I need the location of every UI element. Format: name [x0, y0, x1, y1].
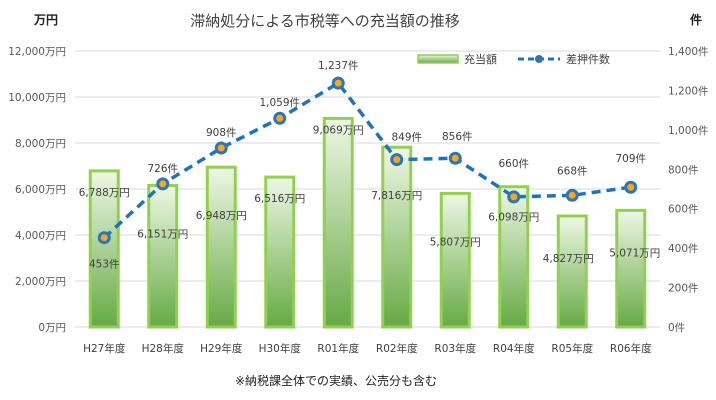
bar-data-label: 7,816万円 — [371, 190, 422, 202]
bar-data-label: 6,151万円 — [137, 229, 188, 241]
bar — [381, 145, 413, 329]
bar-data-label: 6,948万円 — [196, 210, 247, 222]
line-point — [331, 76, 345, 90]
line-point — [273, 111, 287, 125]
bar-data-label: 9,069万円 — [313, 124, 364, 136]
bar — [147, 184, 179, 329]
category-label: R05年度 — [551, 342, 593, 355]
series-line — [103, 80, 631, 239]
left-tick-label: 6,000万円 — [15, 184, 66, 196]
bar — [556, 214, 588, 329]
right-tick-label: 1,400件 — [668, 46, 709, 58]
category-label: R06年度 — [610, 342, 652, 355]
category-label: R04年度 — [493, 342, 535, 355]
line-data-label: 726件 — [147, 163, 178, 175]
bar — [498, 185, 530, 329]
bar — [205, 165, 237, 329]
line-data-label: 453件 — [89, 259, 120, 271]
bar-data-label: 5,071万円 — [609, 247, 660, 259]
line-point — [507, 190, 521, 204]
left-tick-label: 8,000万円 — [15, 138, 66, 150]
legend-swatch-bar — [417, 54, 459, 64]
category-label: R03年度 — [434, 342, 476, 355]
left-tick-label: 0万円 — [38, 322, 66, 334]
line-point — [97, 231, 111, 245]
bar — [322, 116, 354, 329]
left-axis-unit: 万円 — [33, 13, 58, 27]
category-label: R02年度 — [376, 342, 418, 355]
bar-data-label: 4,827万円 — [543, 253, 594, 265]
bar-series — [88, 116, 647, 329]
bar-data-label: 6,516万円 — [254, 193, 305, 205]
left-tick-label: 2,000万円 — [15, 276, 66, 288]
data-labels: 6,788万円 6,151万円 6,948万円 6,516万円 9,069万円 7,816… — [79, 60, 661, 271]
line-point — [214, 141, 228, 155]
line-point — [390, 153, 404, 167]
line-point — [565, 188, 579, 202]
line-data-label: 668件 — [557, 165, 588, 177]
category-label: H29年度 — [200, 342, 243, 355]
bar — [439, 191, 471, 329]
bar-data-label: 5,807万円 — [430, 236, 481, 248]
left-tick-label: 4,000万円 — [15, 230, 66, 242]
left-tick-label: 12,000万円 — [8, 46, 66, 58]
legend-marker — [535, 55, 543, 63]
category-label: H30年度 — [259, 342, 302, 355]
bar — [88, 169, 120, 329]
right-tick-label: 600件 — [668, 204, 699, 216]
chart-note: ※納税課全体での実績、公売分も含む — [235, 373, 437, 388]
chart-title: 滞納処分による市税等への充当額の推移 — [190, 12, 460, 30]
bar-data-label: 6,098万円 — [488, 212, 539, 224]
category-label: R01年度 — [317, 342, 359, 355]
right-tick-label: 0件 — [668, 322, 685, 334]
left-tick-label: 10,000万円 — [8, 92, 66, 104]
line-point — [448, 151, 462, 165]
right-tick-label: 1,000件 — [668, 125, 709, 137]
right-axis-unit: 件 — [690, 12, 702, 27]
line-data-label: 709件 — [615, 153, 646, 165]
line-data-label: 1,237件 — [318, 60, 359, 72]
right-tick-label: 400件 — [668, 243, 699, 255]
line-data-label: 908件 — [206, 127, 237, 139]
category-label: H28年度 — [142, 342, 185, 355]
category-label: H27年度 — [83, 342, 126, 355]
line-series — [97, 76, 638, 245]
legend-label-line: 差押件数 — [566, 52, 610, 66]
line-point — [624, 180, 638, 194]
category-labels: H27年度 H28年度 H29年度 H30年度 R01年度 R02年度 R03年度 R04年度… — [83, 342, 652, 355]
line-data-label: 849件 — [391, 132, 422, 144]
right-tick-label: 800件 — [668, 164, 699, 176]
right-tick-label: 1,200件 — [668, 85, 709, 97]
right-axis-ticks: 0件 200件 400件 600件 800件 1,000件 1,200件 1,400件 — [668, 46, 709, 334]
line-data-label: 856件 — [442, 131, 473, 143]
legend-label-bar: 充当額 — [464, 52, 497, 66]
line-data-label: 1,059件 — [259, 97, 300, 109]
bar — [264, 175, 296, 329]
right-tick-label: 200件 — [668, 283, 699, 295]
bar-data-label: 6,788万円 — [79, 187, 130, 199]
left-axis-ticks: 0万円 2,000万円 4,000万円 6,000万円 8,000万円 10,000万円 1… — [8, 46, 66, 334]
line-data-label: 660件 — [498, 158, 529, 170]
legend: 充当額 差押件数 — [417, 52, 610, 66]
bar — [615, 208, 647, 329]
line-point — [156, 177, 170, 191]
